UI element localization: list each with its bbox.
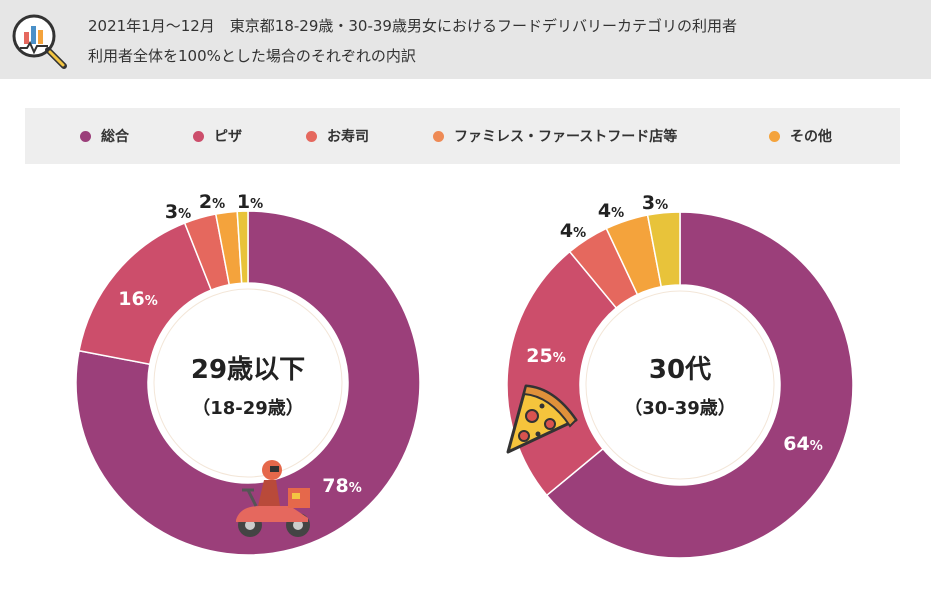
legend-item-pizza: ピザ <box>193 108 242 164</box>
center-sub-under-29: （18-29歳） <box>192 398 304 419</box>
donut-slice <box>646 211 681 288</box>
inner-ring <box>585 290 775 480</box>
legend-label: 総合 <box>101 129 129 145</box>
magnifier-chart-icon <box>12 14 67 69</box>
legend-label: ファミレス・ファーストフード店等 <box>454 129 678 145</box>
data-label: 78% <box>322 475 361 497</box>
data-label: 3% <box>642 192 668 214</box>
legend-dot <box>769 130 780 142</box>
donut-slice <box>545 211 854 559</box>
data-label: 4% <box>598 200 624 222</box>
center-sub-30s: （30-39歳） <box>624 398 736 419</box>
center-title-30s: 30代 <box>649 355 711 385</box>
legend-item-family-restaurant: ファミレス・ファーストフード店等 <box>433 108 677 164</box>
legend-dot <box>433 130 444 142</box>
data-label: 64% <box>783 433 822 455</box>
legend-dot <box>80 130 91 142</box>
donut-under-29: 78% 16% 3% 2% 1% <box>75 191 421 556</box>
data-label: 4% <box>560 220 586 242</box>
legend-label: その他 <box>790 129 832 145</box>
legend-dot <box>193 130 204 142</box>
inner-ring <box>153 288 343 478</box>
data-label: 3% <box>165 201 191 223</box>
legend-dot <box>306 130 317 142</box>
data-label: 2% <box>199 191 225 213</box>
scooter-delivery-icon <box>236 460 310 537</box>
legend-item-overall: 総合 <box>80 108 129 164</box>
center-title-under-29: 29歳以下 <box>191 355 305 385</box>
data-label: 1% <box>237 191 263 213</box>
data-label: 16% <box>118 288 157 310</box>
legend-label: ピザ <box>214 129 242 145</box>
header-bar: 2021年1月～12月 東京都18-29歳・30-39歳男女におけるフードデリバ… <box>0 0 931 79</box>
data-label: 25% <box>526 345 565 367</box>
legend-item-sushi: お寿司 <box>306 108 369 164</box>
donut-slice <box>236 210 249 284</box>
header-subtitle: 利用者全体を100%とした場合のそれぞれの内訳 <box>88 47 416 65</box>
header-title: 2021年1月～12月 東京都18-29歳・30-39歳男女におけるフードデリバ… <box>88 17 737 35</box>
legend-item-other: その他 <box>769 108 832 164</box>
legend: 総合 ピザ お寿司 ファミレス・ファーストフード店等 その他 <box>25 108 900 164</box>
legend-label: お寿司 <box>327 129 369 145</box>
pizza-slice-icon <box>506 384 578 454</box>
donut-slice <box>75 210 421 556</box>
